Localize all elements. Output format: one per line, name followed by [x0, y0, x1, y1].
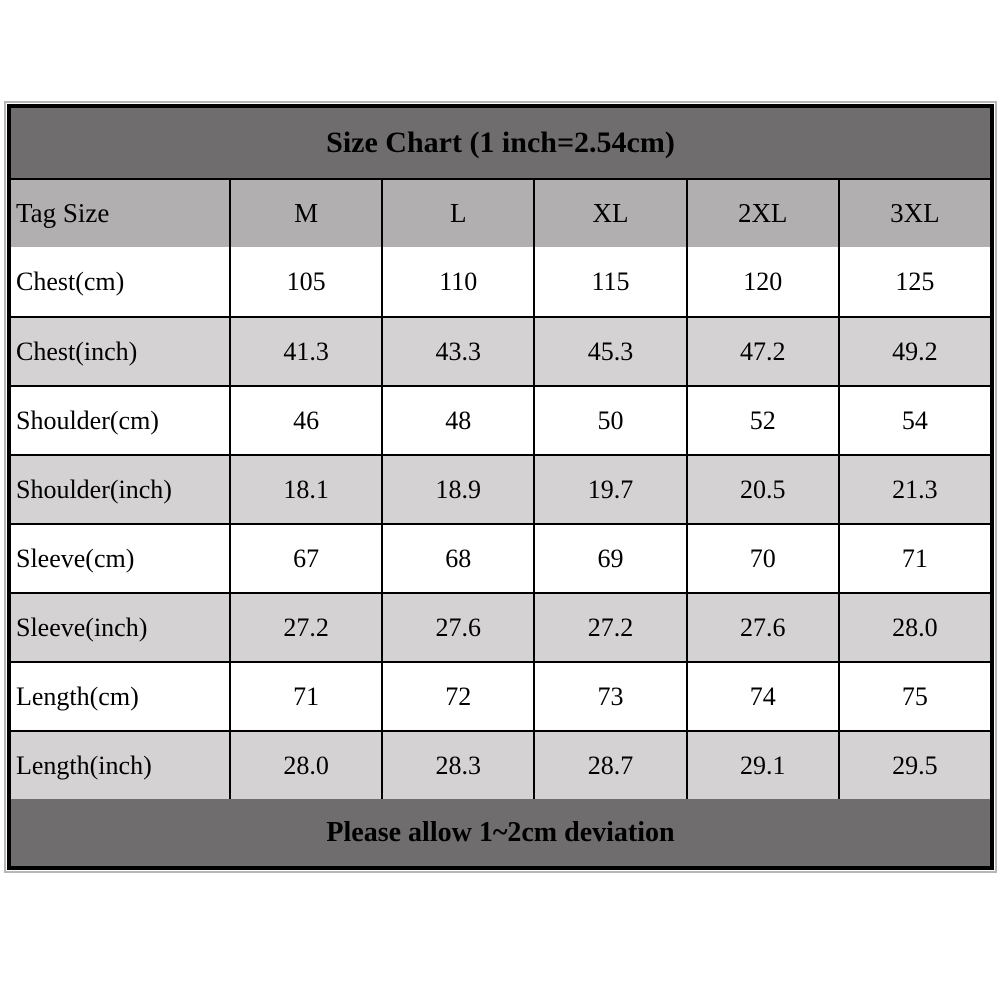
size-column-header: XL — [533, 180, 685, 247]
measurement-value: 27.2 — [229, 594, 381, 661]
measurement-value: 68 — [381, 525, 533, 592]
measurement-value: 70 — [685, 525, 838, 592]
table-row: Shoulder(inch) 18.1 18.9 19.7 20.5 21.3 — [11, 454, 990, 523]
measurement-value: 74 — [685, 663, 838, 730]
measurement-value: 49.2 — [837, 318, 990, 385]
table-row: Length(inch) 28.0 28.3 28.7 29.1 29.5 — [11, 730, 990, 799]
row-label: Sleeve(cm) — [16, 543, 135, 573]
table-title: Size Chart (1 inch=2.54cm) — [326, 126, 675, 159]
size-header-row: Tag Size M L XL 2XL 3XL — [11, 178, 990, 247]
measurement-value: 73 — [533, 663, 685, 730]
measurement-value: 115 — [533, 247, 685, 316]
measurement-value: 71 — [229, 663, 381, 730]
measurement-value: 28.0 — [837, 594, 990, 661]
measurement-value: 110 — [381, 247, 533, 316]
table-row: Chest(inch) 41.3 43.3 45.3 47.2 49.2 — [11, 316, 990, 385]
measurement-value: 27.2 — [533, 594, 685, 661]
measurement-value: 71 — [837, 525, 990, 592]
row-label: Shoulder(cm) — [16, 405, 159, 435]
row-label: Sleeve(inch) — [16, 612, 148, 642]
measurement-value: 72 — [381, 663, 533, 730]
measurement-value: 48 — [381, 387, 533, 454]
row-label: Shoulder(inch) — [16, 474, 172, 504]
table-row: Chest(cm) 105 110 115 120 125 — [11, 247, 990, 316]
measurement-value: 28.3 — [381, 732, 533, 799]
measurement-value: 29.5 — [837, 732, 990, 799]
row-label: Length(cm) — [16, 681, 139, 711]
deviation-note: Please allow 1~2cm deviation — [326, 816, 675, 848]
size-chart-table: Size Chart (1 inch=2.54cm) Tag Size M L XL… — [4, 101, 997, 873]
measurement-value: 67 — [229, 525, 381, 592]
measurement-value: 47.2 — [685, 318, 838, 385]
row-label: Chest(inch) — [16, 336, 138, 366]
measurement-value: 69 — [533, 525, 685, 592]
measurement-value: 28.7 — [533, 732, 685, 799]
measurement-value: 75 — [837, 663, 990, 730]
measurement-value: 27.6 — [381, 594, 533, 661]
measurement-value: 45.3 — [533, 318, 685, 385]
table-row: Sleeve(inch) 27.2 27.6 27.2 27.6 28.0 — [11, 592, 990, 661]
measurement-value: 29.1 — [685, 732, 838, 799]
row-label: Chest(cm) — [16, 266, 125, 296]
measurement-value: 21.3 — [837, 456, 990, 523]
measurement-value: 27.6 — [685, 594, 838, 661]
size-column-header: 2XL — [685, 180, 838, 247]
measurement-value: 46 — [229, 387, 381, 454]
measurement-value: 18.1 — [229, 456, 381, 523]
table-title-bar: Size Chart (1 inch=2.54cm) — [11, 108, 990, 178]
measurement-value: 28.0 — [229, 732, 381, 799]
measurement-value: 20.5 — [685, 456, 838, 523]
measurement-value: 120 — [685, 247, 838, 316]
table-row: Sleeve(cm) 67 68 69 70 71 — [11, 523, 990, 592]
measurement-value: 54 — [837, 387, 990, 454]
row-label: Length(inch) — [16, 750, 152, 780]
table-row: Length(cm) 71 72 73 74 75 — [11, 661, 990, 730]
size-column-header: L — [381, 180, 533, 247]
tag-size-label: Tag Size — [16, 198, 110, 228]
measurement-value: 18.9 — [381, 456, 533, 523]
measurement-value: 19.7 — [533, 456, 685, 523]
size-column-header: M — [229, 180, 381, 247]
table-footer-bar: Please allow 1~2cm deviation — [11, 799, 990, 866]
table-row: Shoulder(cm) 46 48 50 52 54 — [11, 385, 990, 454]
measurement-value: 41.3 — [229, 318, 381, 385]
size-column-header: 3XL — [837, 180, 990, 247]
measurement-value: 125 — [837, 247, 990, 316]
measurement-value: 105 — [229, 247, 381, 316]
measurement-value: 52 — [685, 387, 838, 454]
measurement-value: 50 — [533, 387, 685, 454]
measurement-value: 43.3 — [381, 318, 533, 385]
